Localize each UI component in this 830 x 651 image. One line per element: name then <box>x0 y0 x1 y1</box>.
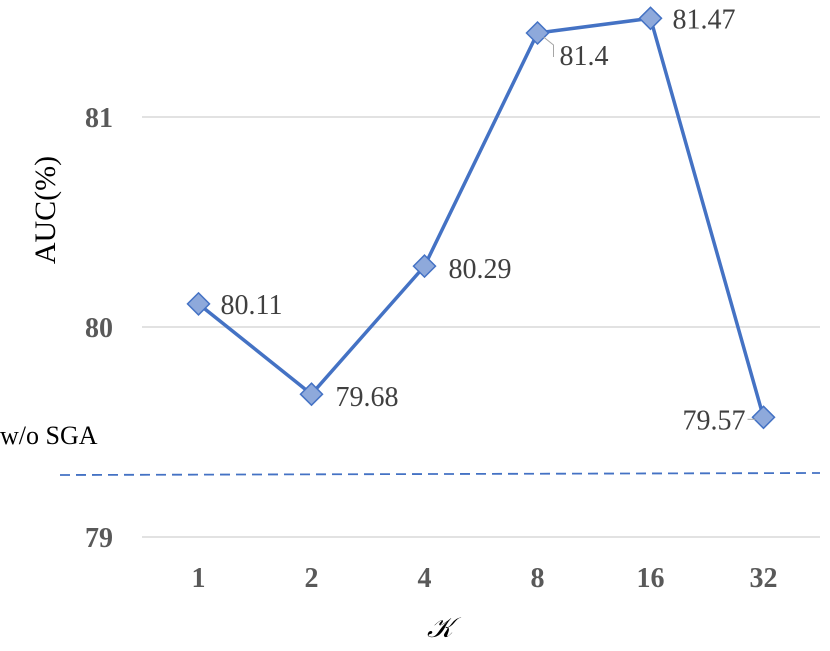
data-point-marker <box>412 254 437 279</box>
series-line <box>197 16 766 418</box>
reference-line-label: w/o SGA <box>0 421 98 450</box>
data-labels: 80.11 79.68 80.29 81.4 81.47 79.57 <box>221 4 756 436</box>
data-label: 81.47 <box>673 4 736 35</box>
y-axis-title: AUC(%) <box>29 156 62 264</box>
data-point-marker <box>525 20 550 46</box>
data-label-leader <box>543 36 554 57</box>
data-label: 79.57 <box>683 405 746 436</box>
data-label: 81.4 <box>560 41 609 72</box>
data-label: 80.11 <box>221 290 283 321</box>
data-label: 80.29 <box>449 254 512 285</box>
reference-line-group: w/o SGA <box>0 421 821 476</box>
y-tick-labels: 79 80 81 <box>85 103 113 554</box>
x-tick-label: 8 <box>531 563 545 594</box>
data-label: 79.68 <box>336 382 399 413</box>
data-point-marker <box>186 291 211 316</box>
x-tick-label: 2 <box>305 563 319 594</box>
y-tick-label: 81 <box>85 103 113 134</box>
data-point-marker <box>638 6 663 31</box>
data-point-marker <box>299 382 324 407</box>
series <box>186 6 776 430</box>
y-tick-label: 79 <box>85 523 113 554</box>
reference-line <box>59 472 821 476</box>
gridlines <box>142 116 820 538</box>
x-tick-labels: 1 2 4 8 16 32 <box>192 563 778 594</box>
y-tick-label: 80 <box>85 313 113 344</box>
x-tick-label: 1 <box>192 563 206 594</box>
x-tick-label: 32 <box>750 563 778 594</box>
x-tick-label: 4 <box>418 563 432 594</box>
data-point-marker <box>751 405 776 430</box>
x-axis-title: 𝒦 <box>427 611 462 644</box>
x-tick-label: 16 <box>637 563 665 594</box>
